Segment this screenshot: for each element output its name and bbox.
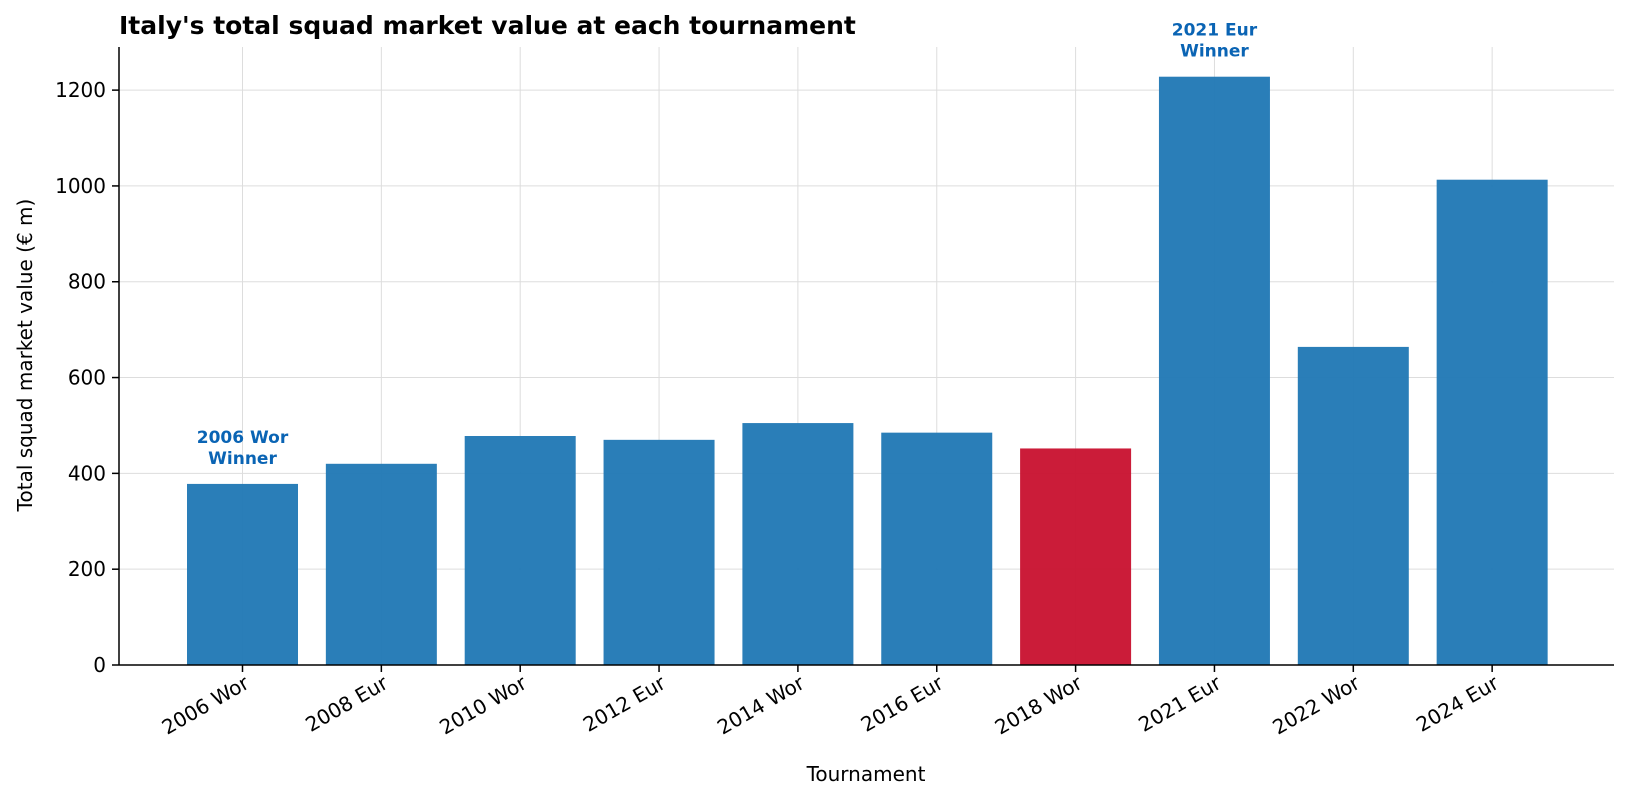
x-tick-label: 2018 Wor <box>991 670 1087 739</box>
bar-2012-eur <box>603 439 715 665</box>
bar-2018-wor <box>1020 448 1132 665</box>
bar-2008-eur <box>325 463 437 665</box>
bars <box>187 76 1548 665</box>
bar-2016-eur <box>881 432 993 665</box>
y-tick-label: 200 <box>68 557 106 581</box>
bar-2024-eur <box>1436 179 1548 665</box>
x-tick-label: 2012 Eur <box>579 670 670 737</box>
y-tick-label: 800 <box>68 270 106 294</box>
x-tick-label: 2008 Eur <box>301 670 392 737</box>
x-tick-label: 2024 Eur <box>1412 670 1503 737</box>
bar-annotation: Winner <box>208 449 277 469</box>
y-tick-label: 600 <box>68 366 106 390</box>
y-tick-label: 1200 <box>55 78 106 102</box>
bar-annotation: 2006 Wor <box>197 428 289 448</box>
x-axis-label: Tournament <box>806 762 926 786</box>
x-tick-label: 2021 Eur <box>1134 670 1225 737</box>
x-tick-label: 2006 Wor <box>158 670 254 739</box>
bar-annotation: 2021 Eur <box>1172 21 1258 41</box>
y-axis-label: Total squad market value (€ m) <box>13 199 37 513</box>
x-tick-label: 2016 Eur <box>857 670 948 737</box>
x-tick-label: 2022 Wor <box>1268 670 1364 739</box>
y-tick-label: 400 <box>68 461 106 485</box>
x-tick-label: 2010 Wor <box>435 670 531 739</box>
bar-2010-wor <box>464 436 576 665</box>
x-tick-label: 2014 Wor <box>713 670 809 739</box>
bar-2022-wor <box>1297 346 1409 665</box>
bar-annotation: Winner <box>1180 42 1249 62</box>
y-tick-label: 1000 <box>55 174 106 198</box>
y-tick-label: 0 <box>93 653 106 677</box>
axes <box>118 47 1614 666</box>
chart-title: Italy's total squad market value at each… <box>119 11 856 40</box>
bar-2021-eur <box>1158 76 1270 665</box>
bar-2014-wor <box>742 423 854 665</box>
bar-2006-wor <box>187 483 298 665</box>
